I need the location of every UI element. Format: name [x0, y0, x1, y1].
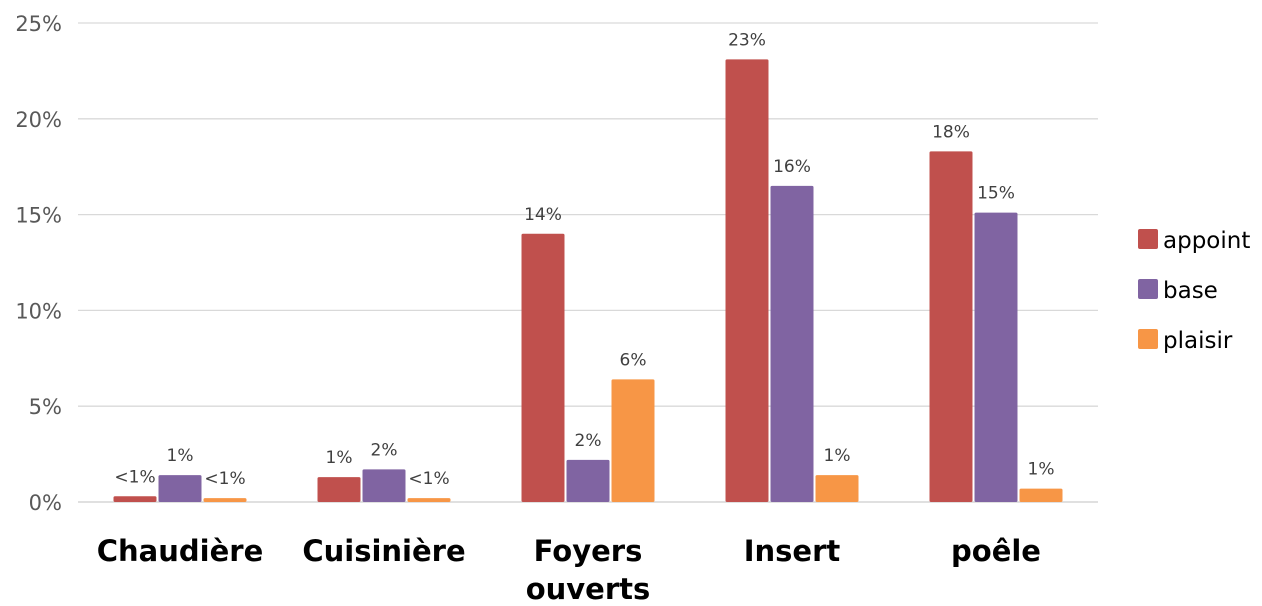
data-label: 2%	[371, 440, 398, 460]
data-label: 23%	[728, 30, 766, 50]
legend: appoint base plaisir	[1138, 228, 1250, 354]
data-label: 18%	[932, 122, 970, 142]
data-label: 6%	[620, 350, 647, 370]
bar-base	[566, 459, 610, 502]
bar-appoint	[113, 496, 157, 502]
bars	[113, 59, 1063, 503]
legend-swatch-plaisir	[1138, 329, 1158, 349]
bar-base	[974, 212, 1018, 502]
x-category-label: Chaudière	[97, 534, 263, 568]
y-tick-label: 0%	[29, 491, 62, 515]
x-category-label: poêle	[951, 534, 1041, 568]
bar-base	[770, 185, 814, 503]
x-axis: Chaudière Cuisinière Foyers ouverts Insert po…	[97, 534, 1041, 606]
y-tick-label: 25%	[15, 12, 62, 36]
data-labels: <1% 1% <1% 1% 2% <1% 14% 2% 6% 23% 16% 1% 18% 15% 1%	[114, 30, 1054, 489]
data-label: <1%	[204, 469, 245, 489]
bar-plaisir	[815, 475, 859, 502]
data-label: 1%	[167, 446, 194, 466]
bar-base	[158, 475, 202, 502]
legend-swatch-appoint	[1138, 229, 1158, 249]
data-label: 16%	[773, 157, 811, 177]
bar-plaisir	[611, 379, 655, 502]
bar-appoint	[929, 151, 973, 502]
data-label: 14%	[524, 205, 562, 225]
x-category-label: ouverts	[526, 572, 651, 606]
legend-label: plaisir	[1163, 328, 1233, 354]
x-category-label: Cuisinière	[302, 534, 465, 568]
bar-base	[362, 469, 406, 502]
bar-appoint	[521, 233, 565, 502]
legend-swatch-base	[1138, 279, 1158, 299]
data-label: 1%	[326, 448, 353, 468]
bar-plaisir	[407, 498, 451, 502]
x-category-label: Insert	[744, 534, 841, 568]
data-label: <1%	[408, 469, 449, 489]
legend-label: appoint	[1163, 228, 1250, 254]
bar-appoint	[317, 477, 361, 502]
data-label: 1%	[824, 446, 851, 466]
y-tick-label: 20%	[15, 108, 62, 132]
x-category-label: Foyers	[534, 534, 643, 568]
data-label: 1%	[1028, 460, 1055, 480]
y-axis: 0% 5% 10% 15% 20% 25%	[15, 12, 62, 515]
y-tick-label: 10%	[15, 299, 62, 323]
y-tick-label: 15%	[15, 204, 62, 228]
legend-label: base	[1163, 278, 1218, 304]
data-label: 15%	[977, 184, 1015, 204]
bar-plaisir	[203, 498, 247, 502]
bar-appoint	[725, 59, 769, 503]
data-label: 2%	[575, 431, 602, 451]
bar-plaisir	[1019, 488, 1063, 502]
data-label: <1%	[114, 467, 155, 487]
y-tick-label: 5%	[29, 395, 62, 419]
